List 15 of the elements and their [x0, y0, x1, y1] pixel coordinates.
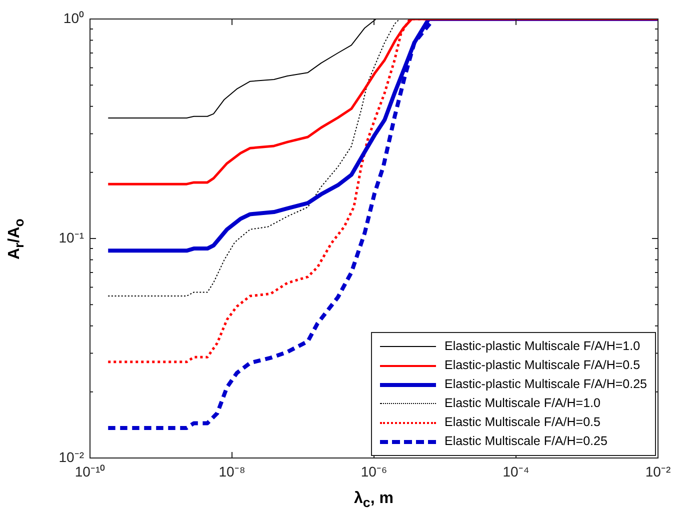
y-tick-label: 10⁰ — [63, 10, 84, 26]
legend-label: Elastic Multiscale F/A/H=0.25 — [444, 433, 608, 450]
legend-label: Elastic-plastic Multiscale F/A/H=0.5 — [444, 357, 640, 374]
y-tick-label: 10⁻² — [58, 448, 84, 465]
legend-label: Elastic-plastic Multiscale F/A/H=0.25 — [444, 376, 647, 393]
legend-label: Elastic Multiscale F/A/H=1.0 — [444, 395, 600, 412]
legend-label: Elastic Multiscale F/A/H=0.5 — [444, 414, 600, 431]
x-tick-label: 10⁻² — [645, 463, 671, 480]
x-axis-title: λ$_{c}$, m — [354, 490, 394, 510]
x-tick-label: 10⁻¹⁰ — [74, 463, 106, 480]
legend-label: Elastic-plastic Multiscale F/A/H=1.0 — [444, 338, 640, 355]
y-tick-label: 10⁻¹ — [58, 229, 84, 246]
x-tick-label: 10⁻⁶ — [360, 463, 388, 480]
x-tick-label: 10⁻⁸ — [218, 463, 246, 480]
x-tick-label: 10⁻⁴ — [502, 463, 530, 480]
